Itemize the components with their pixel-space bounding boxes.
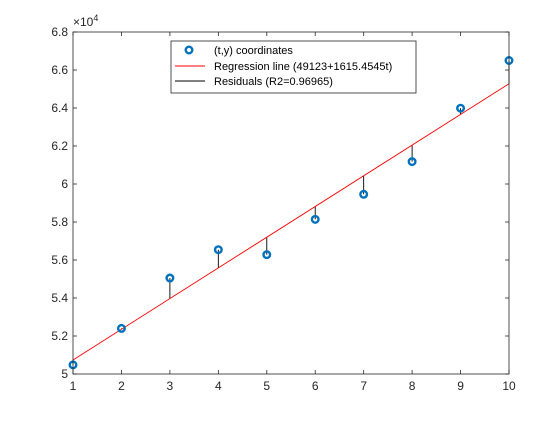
y-exponent-power: 4 bbox=[93, 13, 98, 23]
y-tick-label: 6.6 bbox=[51, 63, 68, 77]
x-tick-label: 6 bbox=[312, 379, 319, 393]
y-tick-label: 5.8 bbox=[51, 215, 68, 229]
legend-entry-residuals: Residuals (R2=0.96965) bbox=[214, 76, 333, 88]
x-tick-label: 4 bbox=[215, 379, 222, 393]
y-tick-label: 5.4 bbox=[51, 291, 68, 305]
x-tick-label: 2 bbox=[118, 379, 125, 393]
y-tick-label: 6.4 bbox=[51, 101, 68, 115]
y-tick-label: 6.8 bbox=[51, 25, 68, 39]
x-tick-label: 1 bbox=[70, 379, 77, 393]
x-tick-label: 8 bbox=[409, 379, 416, 393]
y-tick-label: 5.6 bbox=[51, 253, 68, 267]
y-tick-label: 5.2 bbox=[51, 329, 68, 343]
legend-marker-scatter bbox=[184, 45, 194, 55]
x-tick-label: 9 bbox=[457, 379, 464, 393]
data-point bbox=[262, 250, 272, 260]
axes-box bbox=[72, 31, 510, 375]
data-point bbox=[359, 189, 369, 199]
y-exponent-label: ×104 bbox=[73, 13, 98, 29]
legend-entry-scatter: (t,y) coordinates bbox=[214, 45, 293, 57]
y-axis: 5 5.2 5.4 5.6 5.8 6 6.2 6.4 6.6 6.8 bbox=[51, 25, 509, 381]
x-tick-label: 10 bbox=[502, 379, 516, 393]
x-tick-label: 7 bbox=[360, 379, 367, 393]
data-points-layer bbox=[68, 56, 514, 370]
data-point bbox=[407, 157, 417, 167]
regression-line-layer bbox=[72, 83, 510, 361]
data-point bbox=[116, 323, 126, 333]
data-point bbox=[213, 245, 223, 255]
y-tick-label: 5 bbox=[61, 367, 68, 381]
y-tick-label: 6 bbox=[61, 177, 68, 191]
regression-line bbox=[72, 83, 510, 361]
data-point bbox=[310, 214, 320, 224]
y-tick-label: 6.2 bbox=[51, 139, 68, 153]
data-point bbox=[456, 103, 466, 113]
y-exponent-base: ×10 bbox=[73, 15, 94, 29]
x-axis: 1 2 3 4 5 6 7 8 9 10 bbox=[70, 32, 516, 393]
legend: (t,y) coordinates Regression line (49123… bbox=[170, 40, 417, 94]
legend-box bbox=[170, 40, 417, 94]
x-tick-label: 5 bbox=[263, 379, 270, 393]
data-point bbox=[165, 273, 175, 283]
x-tick-label: 3 bbox=[167, 379, 174, 393]
legend-entry-regression: Regression line (49123+1615.4545t) bbox=[214, 61, 392, 73]
